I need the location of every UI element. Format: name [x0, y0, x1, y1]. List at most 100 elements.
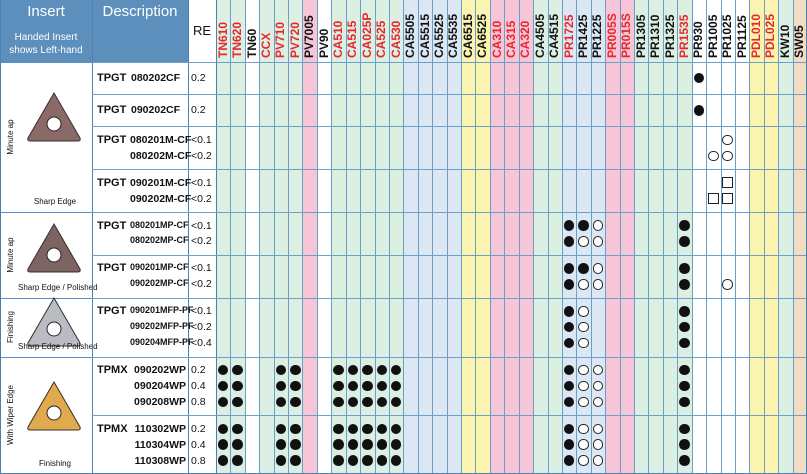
grade-limited-circle	[592, 279, 604, 290]
insert-header-title: Insert	[27, 3, 65, 20]
re-header-title: RE	[192, 23, 212, 38]
grade-column-divider	[778, 0, 780, 474]
grade-header-label: TN610	[215, 21, 230, 58]
grade-column-bg	[475, 0, 490, 474]
grade-standard-dot	[290, 455, 301, 466]
grade-column-divider	[461, 0, 463, 474]
grade-standard-dot	[679, 321, 690, 333]
insert-code: 080201MP-CF	[130, 219, 189, 230]
grade-standard-dot	[333, 423, 344, 434]
row-separator	[92, 415, 807, 417]
grade-standard-dot	[333, 396, 344, 408]
grade-standard-dot	[347, 380, 359, 392]
grade-standard-dot	[290, 364, 301, 376]
grade-header-label: CA515	[345, 20, 360, 58]
grade-column-bg	[259, 0, 274, 474]
grade-standard-dot	[563, 236, 575, 247]
grade-standard-dot	[362, 439, 373, 450]
insert-triangle-icon	[27, 92, 81, 142]
grade-standard-dot	[390, 380, 402, 392]
insert-code: 090201MFP-PF	[130, 305, 194, 316]
insert-code: 110302WP	[134, 422, 186, 435]
grade-header-label: CA310	[489, 20, 504, 58]
grade-column-bg	[216, 0, 231, 474]
corner-radius-value: <0.2	[191, 235, 212, 248]
insert-code: 090202M-CF	[130, 192, 192, 205]
grade-column-divider	[230, 0, 232, 474]
corner-radius-value: <0.1	[191, 133, 212, 146]
grade-standard-dot	[217, 396, 229, 408]
grade-header-label: TN620	[230, 21, 245, 58]
insert-series: TPGT	[97, 262, 127, 275]
grade-standard-dot	[679, 364, 690, 376]
corner-radius-value: 0.8	[191, 454, 206, 467]
grade-standard-dot	[362, 364, 373, 376]
grade-column-bg	[403, 0, 418, 474]
grade-standard-dot	[390, 396, 402, 408]
table-column-border	[216, 0, 217, 474]
grade-header-label: CA4515	[547, 13, 562, 58]
grade-header-label: PR015S	[619, 13, 634, 58]
grade-standard-dot	[390, 439, 402, 450]
grade-standard-dot	[290, 439, 301, 450]
grade-header-label: PR1025	[720, 14, 735, 58]
grade-limited-circle	[592, 423, 604, 434]
insert-header-cell: Insert Handed Insert shows Left-hand	[0, 0, 92, 62]
grade-standard-dot	[563, 306, 575, 317]
grade-column-divider	[331, 0, 333, 474]
grade-column-divider	[634, 0, 636, 474]
grade-standard-dot	[290, 380, 301, 392]
corner-radius-value: <0.2	[191, 278, 212, 291]
grade-limited-circle	[722, 134, 733, 146]
grade-standard-dot	[376, 364, 388, 376]
grade-standard-dot	[563, 455, 575, 466]
grade-standard-dot	[217, 439, 229, 450]
row-separator	[92, 212, 807, 214]
insert-series: TPGT	[97, 72, 127, 85]
grade-header-label: TN60	[244, 28, 259, 58]
grade-standard-dot	[290, 423, 301, 434]
grade-standard-dot	[693, 72, 705, 84]
grade-standard-dot	[347, 439, 359, 450]
row-separator	[92, 356, 807, 358]
grade-header-label: CA530	[388, 20, 403, 58]
insert-code: 090202CF	[131, 104, 181, 117]
grade-standard-dot	[333, 380, 344, 392]
grade-header-label: PDL010	[749, 13, 764, 58]
row-separator	[92, 254, 807, 256]
grade-standard-dot	[679, 380, 690, 392]
grade-standard-dot	[347, 423, 359, 434]
grade-limited-circle	[592, 380, 604, 392]
grade-column-bg	[360, 0, 375, 474]
insert-caption: Sharp Edge	[33, 197, 77, 207]
grade-standard-dot	[275, 439, 287, 450]
grade-column-divider	[677, 0, 679, 474]
grade-column-divider	[792, 0, 794, 474]
insert-series: TPMX	[97, 422, 128, 435]
grade-limited-circle	[578, 306, 589, 317]
grade-column-divider	[244, 0, 246, 474]
grade-column-bg	[345, 0, 361, 474]
grade-header-label: PV720	[287, 21, 302, 58]
grade-limited-circle	[592, 220, 604, 231]
grade-column-divider	[360, 0, 362, 474]
insert-header-note-2: shows Left-hand	[9, 45, 83, 56]
grade-limited-circle	[578, 380, 589, 392]
grade-header-label: CCX	[258, 32, 273, 58]
grade-header-label: CA5535	[446, 13, 461, 58]
grade-column-divider	[302, 0, 304, 474]
grade-column-bg	[734, 0, 750, 474]
grade-column-bg	[244, 0, 260, 474]
grade-header-label: PV710	[273, 21, 288, 58]
grade-column-divider	[590, 0, 592, 474]
grade-standard-dot	[275, 396, 287, 408]
corner-radius-value: <0.4	[191, 337, 212, 350]
grade-column-bg	[374, 0, 389, 474]
grade-header-label: PR1125	[734, 15, 749, 58]
grade-standard-dot	[347, 455, 359, 466]
grade-standard-dot	[232, 396, 243, 408]
insert-code: 080202MP-CF	[130, 235, 189, 246]
grade-standard-dot	[333, 439, 344, 450]
grade-column-divider	[561, 0, 563, 474]
grade-standard-dot	[376, 439, 388, 450]
